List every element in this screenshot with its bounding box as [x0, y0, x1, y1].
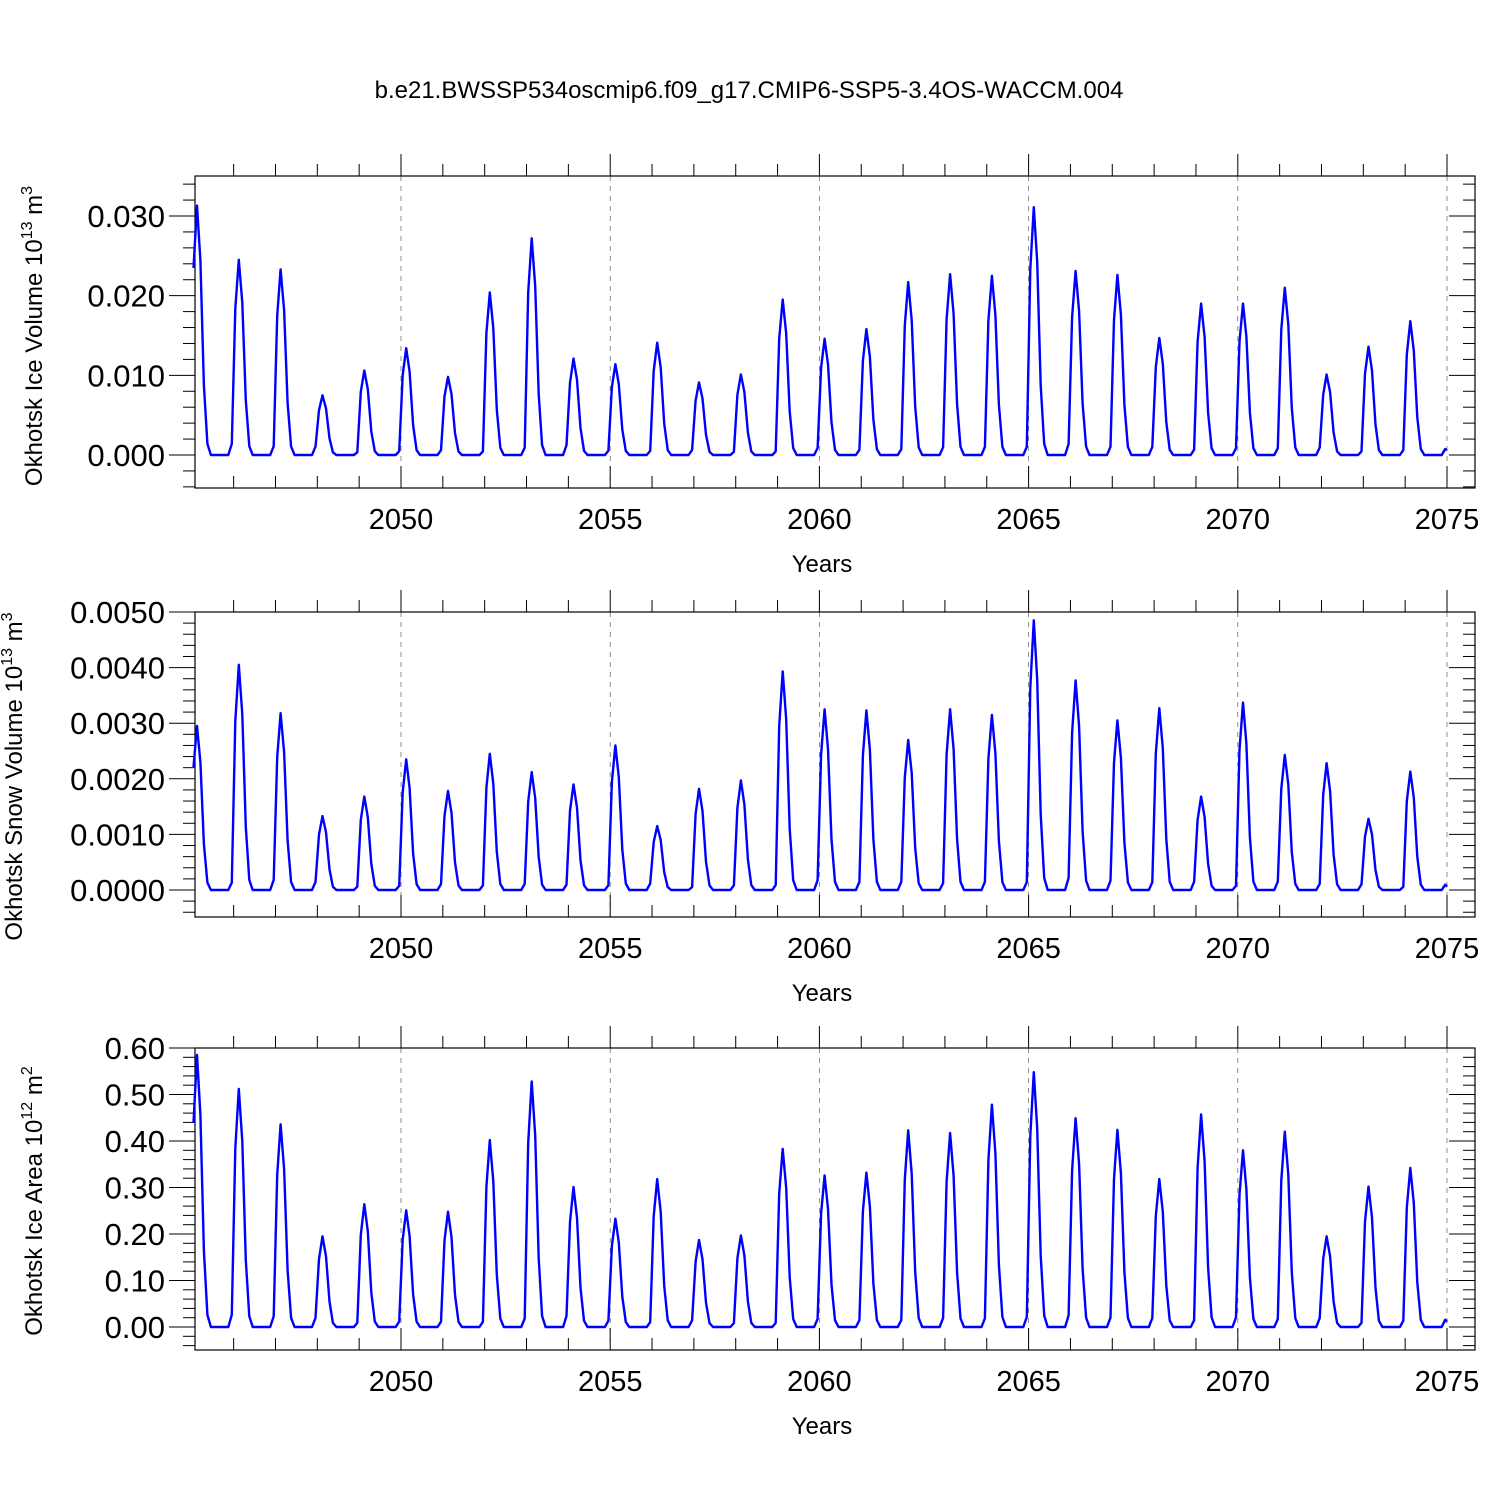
y-tick-label: 0.00	[105, 1310, 165, 1345]
y-tick-label: 0.30	[105, 1171, 165, 1206]
chart-panels: 2050 2055 2060 2065 2070 2075 Years 0.000 0.010 0…	[0, 154, 1479, 1440]
y-axis-title-unit: m	[21, 1075, 48, 1102]
x-tick-label: 2050	[369, 1366, 434, 1398]
y-tick-label: 0.0000	[70, 873, 165, 908]
panel-1: 2050 2055 2060 2065 2070 2075 Years 0.000 0.010 0…	[19, 154, 1479, 578]
y-tick-label: 0.000	[87, 438, 165, 473]
x-axis-title: Years	[792, 551, 853, 578]
y-tick-label: 0.0020	[70, 762, 165, 797]
x-tick-label: 2060	[787, 1366, 852, 1398]
y-tick-label: 0.030	[87, 199, 165, 234]
panel-3: 2050 2055 2060 2065 2070 2075 Years 0.00 0.10 0.2…	[19, 1026, 1479, 1440]
y-tick-label: 0.0010	[70, 817, 165, 852]
y-axis-title-unit: m	[1, 621, 28, 648]
y-tick-label: 0.20	[105, 1217, 165, 1252]
y-axis-title-text: Okhotsk Ice Volume 10	[21, 239, 48, 486]
y-axis-title-unit-exponent: 3	[0, 612, 16, 621]
x-tick-label: 2065	[996, 933, 1061, 965]
y-tick-label: 0.020	[87, 279, 165, 314]
plot-frame	[194, 611, 1476, 918]
panel-2: 2050 2055 2060 2065 2070 2075 Years 0.0000 0.001…	[0, 590, 1479, 1007]
plot-frame	[194, 175, 1476, 489]
y-tick-label: 0.50	[105, 1078, 165, 1113]
x-tick-label: 2055	[578, 933, 643, 965]
x-axis-title: Years	[792, 980, 853, 1007]
y-tick-label: 0.10	[105, 1264, 165, 1299]
x-tick-label: 2050	[369, 504, 434, 536]
y-tick-label: 0.0040	[70, 651, 165, 686]
y-axis-title: Okhotsk Ice Area 1012 m2	[19, 1066, 48, 1336]
x-tick-label: 2055	[578, 504, 643, 536]
x-tick-label: 2075	[1415, 933, 1480, 965]
y-axis-title-exponent: 12	[19, 1102, 36, 1120]
y-axis-title: Okhotsk Ice Volume 1013 m3	[19, 186, 48, 486]
y-tick-label: 0.010	[87, 358, 165, 393]
x-tick-label: 2070	[1206, 1366, 1271, 1398]
x-tick-label: 2075	[1415, 1366, 1480, 1398]
x-tick-label: 2065	[996, 504, 1061, 536]
x-axis-title: Years	[792, 1413, 853, 1440]
y-axis-title-unit-exponent: 2	[19, 1066, 36, 1075]
y-tick-label: 0.0030	[70, 706, 165, 741]
y-axis-title-unit: m	[21, 195, 48, 222]
y-axis-title-text: Okhotsk Snow Volume 10	[1, 666, 28, 941]
x-tick-label: 2050	[369, 933, 434, 965]
x-tick-label: 2055	[578, 1366, 643, 1398]
x-tick-label: 2075	[1415, 504, 1480, 536]
chart-title: b.e21.BWSSP534oscmip6.f09_g17.CMIP6-SSP5…	[375, 77, 1124, 104]
x-tick-label: 2060	[787, 504, 852, 536]
x-tick-label: 2065	[996, 1366, 1061, 1398]
plot-frame	[194, 1047, 1476, 1351]
y-axis-title-unit-exponent: 3	[19, 186, 36, 195]
series-line	[192, 619, 1448, 892]
y-axis-title: Okhotsk Snow Volume 1013 m3	[0, 612, 28, 940]
x-tick-label: 2070	[1206, 933, 1271, 965]
y-axis-title-exponent: 13	[0, 648, 16, 666]
series-line	[192, 1053, 1448, 1329]
y-axis-title-exponent: 13	[19, 221, 36, 239]
y-tick-label: 0.60	[105, 1031, 165, 1066]
x-tick-label: 2060	[787, 933, 852, 965]
y-tick-label: 0.40	[105, 1124, 165, 1159]
x-tick-label: 2070	[1206, 504, 1271, 536]
y-tick-label: 0.0050	[70, 595, 165, 630]
y-axis-title-text: Okhotsk Ice Area 10	[21, 1120, 48, 1336]
series-line	[192, 204, 1448, 457]
